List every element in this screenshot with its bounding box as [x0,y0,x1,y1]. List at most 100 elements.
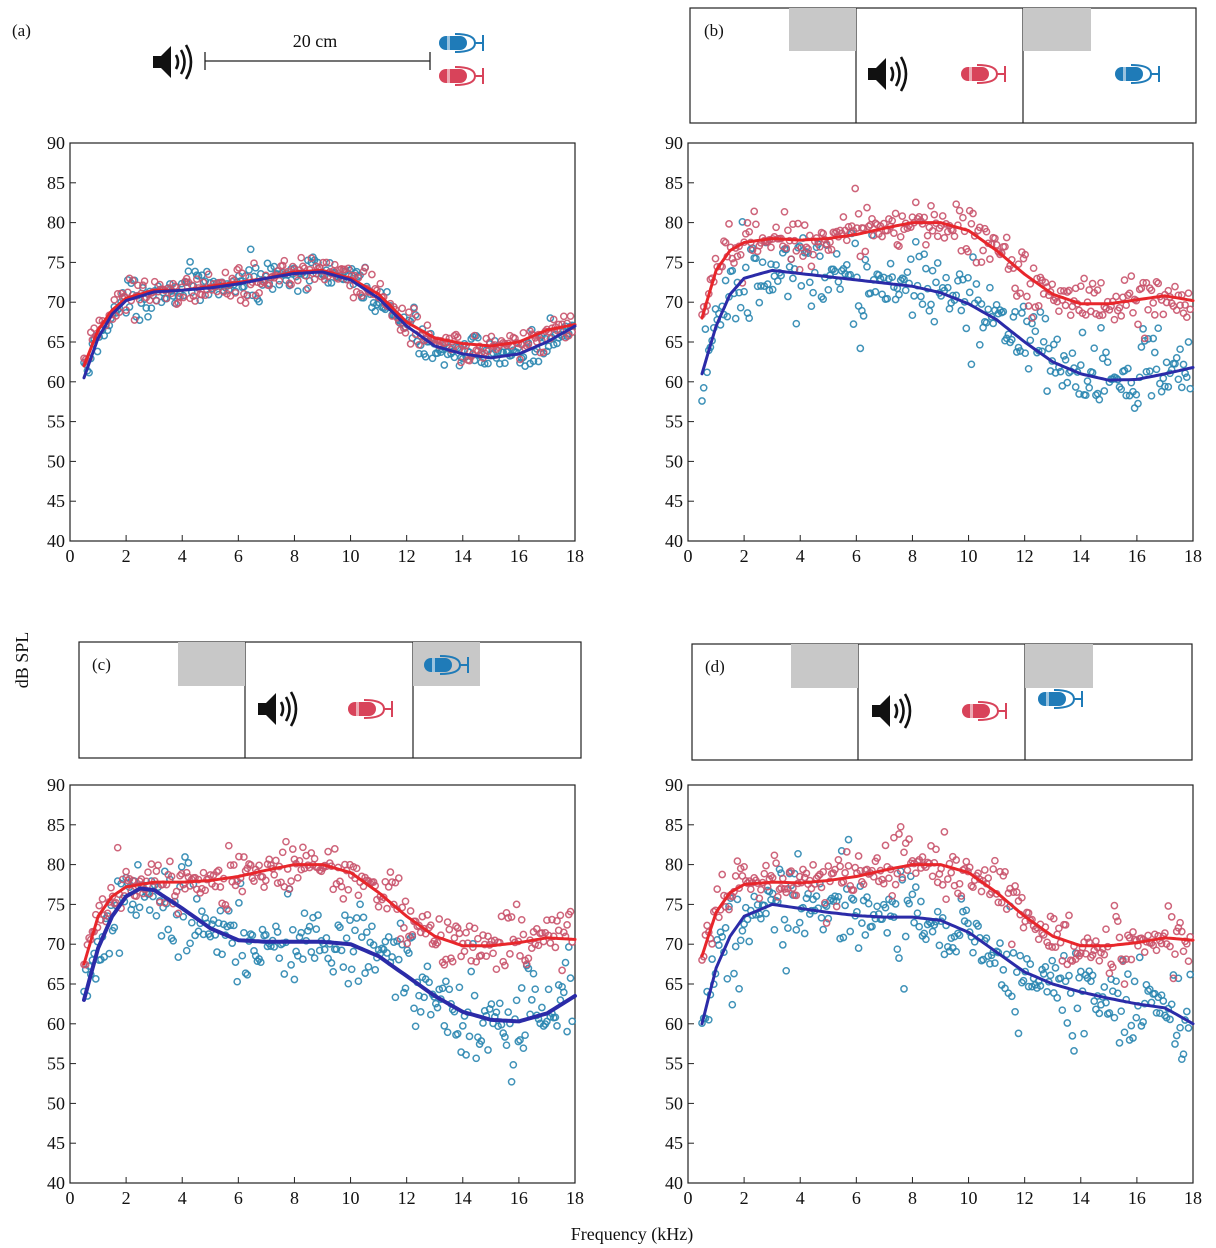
near-mic-point [849,886,858,894]
near-mic-point [549,315,558,324]
near-mic-point [789,220,797,229]
far-mic-point [1182,1007,1191,1016]
near-mic-point [725,220,733,228]
far-mic-point [1019,302,1028,311]
near-mic-point [1023,292,1031,301]
far-mic-point [275,954,284,963]
far-mic-point [280,970,289,978]
far-mic-point [879,273,888,282]
near-mic-point [240,853,248,861]
barrier [791,644,858,688]
speaker-icon [256,690,298,728]
near-mic-point [1088,951,1097,959]
far-mic-point [986,283,994,292]
far-mic-point [1102,998,1110,1007]
near-mic-point [1140,948,1149,956]
near-mic-point [1167,913,1176,921]
far-mic-point [721,924,730,932]
far-mic-point [1043,387,1051,395]
far-mic-point [883,294,892,303]
far-mic-point [1132,390,1141,399]
far-mic-point [1132,1013,1141,1022]
near-mic-point [403,939,412,948]
near-mic-point [1039,931,1048,939]
far-mic-point [1150,348,1159,357]
y-tick-label: 40 [47,531,65,551]
far-mic-point [1177,383,1186,392]
near-mic-point [113,290,122,298]
near-mic-point [1112,292,1120,301]
far-mic-point [933,259,942,267]
far-mic-point [1026,336,1035,345]
near-mic-point [789,884,797,892]
near-mic-point [90,324,98,333]
near-mic-point [310,854,319,863]
near-mic-point [160,898,169,907]
far-mic-point [807,302,816,311]
near-mic-point [991,856,999,865]
near-mic-point [1031,303,1040,311]
far-mic-point [245,266,253,274]
near-mic-point [457,358,465,367]
near-mic-point [1161,929,1169,937]
y-tick-label: 45 [665,1133,683,1153]
far-mic-point [1174,375,1183,384]
near-mic-point [261,876,270,885]
near-mic-point [878,875,886,884]
near-mic-point [221,901,230,909]
far-mic-point [780,915,789,924]
far-mic-point [142,304,151,312]
near-mic-point [374,902,383,911]
far-mic-point [157,932,166,940]
far-mic-point [229,921,238,930]
far-mic-point [1105,1009,1114,1017]
far-mic-point [1137,1022,1146,1030]
near-mic-point [955,879,964,888]
far-mic-point [1011,1007,1019,1016]
far-mic-point [962,324,971,333]
far-mic-point [378,944,386,953]
near-mic-point [214,866,223,875]
near-mic-point [962,857,971,866]
far-mic-point [1184,338,1193,346]
near-mic-point [192,275,201,283]
near-mic-point [748,246,757,255]
near-mic-point [787,867,796,875]
near-mic-point [1095,311,1104,320]
far-mic-point [859,312,868,320]
far-mic-point [699,383,708,392]
near-mic-point [406,907,415,915]
far-mic-fit-line [700,902,1195,1026]
far-mic-point [1097,323,1105,332]
far-mic-point [906,255,915,264]
far-mic-point [736,936,745,945]
far-mic-point [199,930,208,939]
x-tick-label: 18 [1184,1188,1202,1208]
room-frame [78,641,582,759]
far-mic-point [290,975,299,984]
far-mic-point [849,896,858,904]
near-mic-point [426,921,435,930]
near-mic-fit-line [700,221,1195,320]
near-mic-point [772,223,780,232]
far-mic-point [431,999,440,1008]
far-mic-point [1166,1015,1174,1024]
near-mic-point [524,954,533,963]
far-mic-point [1065,971,1073,980]
near-mic-point [1024,909,1033,917]
near-mic-point [344,885,353,894]
near-mic-point [1002,905,1011,913]
far-mic-point [979,955,987,964]
far-mic-point [816,252,824,261]
near-mic-point [330,845,339,853]
x-tick-label: 16 [1128,546,1146,566]
far-mic-point [516,358,524,367]
near-mic-point [265,281,274,290]
near-mic-point [287,280,295,289]
barrier [789,8,856,51]
x-tick-label: 6 [852,1188,861,1208]
near-mic-point [797,243,806,252]
far-mic-point [1051,964,1060,972]
far-mic-point [1186,970,1195,979]
